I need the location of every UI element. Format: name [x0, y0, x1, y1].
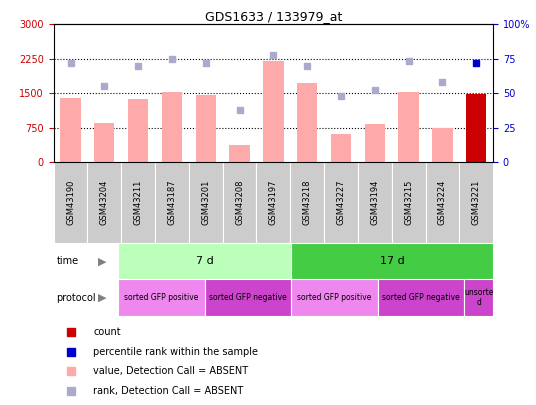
- Bar: [256, 162, 291, 243]
- Text: ▶: ▶: [98, 256, 106, 266]
- Text: time: time: [56, 256, 78, 266]
- Bar: [466, 94, 486, 162]
- Bar: [358, 162, 392, 243]
- Text: sorted GFP positive: sorted GFP positive: [297, 293, 371, 302]
- Bar: [432, 128, 452, 162]
- Title: GDS1633 / 133979_at: GDS1633 / 133979_at: [205, 10, 342, 23]
- Bar: [263, 62, 284, 162]
- Bar: [229, 145, 250, 162]
- Text: protocol: protocol: [56, 293, 96, 303]
- Text: rank, Detection Call = ABSENT: rank, Detection Call = ABSENT: [93, 386, 243, 396]
- Bar: [331, 134, 351, 162]
- Text: GSM43221: GSM43221: [472, 180, 481, 225]
- Bar: [464, 279, 493, 316]
- Bar: [364, 124, 385, 162]
- Bar: [196, 95, 216, 162]
- Bar: [94, 123, 115, 162]
- Bar: [54, 162, 87, 243]
- Text: ▶: ▶: [98, 293, 106, 303]
- Text: percentile rank within the sample: percentile rank within the sample: [93, 347, 258, 356]
- Text: unsorte
d: unsorte d: [464, 288, 493, 307]
- Text: GSM43197: GSM43197: [269, 180, 278, 225]
- Bar: [61, 98, 80, 162]
- Bar: [291, 279, 378, 316]
- Text: GSM43227: GSM43227: [337, 180, 346, 225]
- Text: sorted GFP negative: sorted GFP negative: [209, 293, 287, 302]
- Text: GSM43218: GSM43218: [303, 180, 311, 225]
- Bar: [324, 162, 358, 243]
- Text: GSM43190: GSM43190: [66, 180, 75, 225]
- Bar: [392, 162, 426, 243]
- Bar: [118, 243, 291, 279]
- Bar: [291, 162, 324, 243]
- Bar: [118, 279, 205, 316]
- Text: 7 d: 7 d: [196, 256, 213, 266]
- Text: 17 d: 17 d: [379, 256, 405, 266]
- Bar: [121, 162, 155, 243]
- Bar: [378, 279, 464, 316]
- Bar: [297, 83, 317, 162]
- Bar: [155, 162, 189, 243]
- Bar: [426, 162, 459, 243]
- Bar: [162, 92, 182, 162]
- Bar: [87, 162, 121, 243]
- Bar: [459, 162, 493, 243]
- Text: GSM43215: GSM43215: [404, 180, 413, 225]
- Text: sorted GFP positive: sorted GFP positive: [124, 293, 198, 302]
- Bar: [222, 162, 256, 243]
- Text: GSM43208: GSM43208: [235, 180, 244, 225]
- Text: GSM43201: GSM43201: [201, 180, 210, 225]
- Text: GSM43204: GSM43204: [100, 180, 109, 225]
- Text: GSM43194: GSM43194: [370, 180, 379, 225]
- Text: sorted GFP negative: sorted GFP negative: [382, 293, 460, 302]
- Bar: [189, 162, 222, 243]
- Text: GSM43224: GSM43224: [438, 180, 447, 225]
- Bar: [205, 279, 291, 316]
- Bar: [398, 92, 419, 162]
- Text: GSM43211: GSM43211: [133, 180, 143, 225]
- Bar: [128, 99, 148, 162]
- Text: GSM43187: GSM43187: [167, 180, 176, 225]
- Text: value, Detection Call = ABSENT: value, Detection Call = ABSENT: [93, 366, 248, 376]
- Text: count: count: [93, 327, 121, 337]
- Bar: [291, 243, 493, 279]
